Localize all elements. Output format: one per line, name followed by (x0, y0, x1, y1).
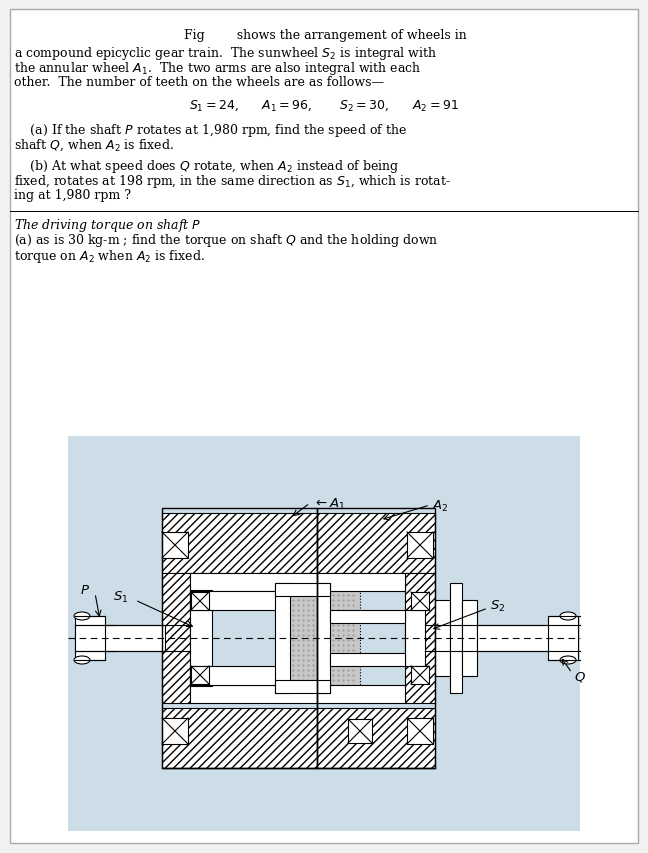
Bar (190, 591, 280, 610)
Bar (190, 666, 280, 685)
Text: Fig        shows the arrangement of wheels in: Fig shows the arrangement of wheels in (184, 29, 467, 42)
Bar (68, 437, 580, 831)
Bar (162, 532, 188, 559)
Bar (548, 616, 578, 660)
Bar (317, 583, 330, 693)
Bar (190, 590, 212, 686)
Text: $S_1$: $S_1$ (113, 589, 128, 604)
Bar (411, 592, 429, 610)
Text: shaft $Q$, when $A_2$ is fixed.: shaft $Q$, when $A_2$ is fixed. (14, 137, 174, 153)
Bar (162, 718, 188, 744)
Text: $\leftarrow A_1$: $\leftarrow A_1$ (313, 496, 345, 511)
Bar (162, 708, 317, 768)
Text: (b) At what speed does $Q$ rotate, when $A_2$ instead of being: (b) At what speed does $Q$ rotate, when … (14, 158, 400, 175)
Bar (407, 718, 433, 744)
Text: $A_2$: $A_2$ (432, 498, 448, 513)
Text: other.  The number of teeth on the wheels are as follows—: other. The number of teeth on the wheels… (14, 75, 384, 89)
Text: $P$: $P$ (80, 583, 90, 597)
Bar (317, 573, 405, 591)
Text: ing at 1,980 rpm ?: ing at 1,980 rpm ? (14, 189, 131, 201)
Bar (407, 532, 433, 559)
Bar (162, 514, 317, 573)
Text: fixed, rotates at 198 rpm, in the same direction as $S_1$, which is rotat-: fixed, rotates at 198 rpm, in the same d… (14, 173, 451, 190)
Bar (317, 708, 435, 768)
Bar (330, 610, 405, 624)
Text: a compound epicyclic gear train.  The sunwheel $S_2$ is integral with: a compound epicyclic gear train. The sun… (14, 44, 437, 61)
Ellipse shape (560, 656, 576, 664)
Text: $S_1=24$,      $A_1=96$,       $S_2=30$,      $A_2=91$: $S_1=24$, $A_1=96$, $S_2=30$, $A_2=91$ (189, 99, 459, 113)
Bar (462, 601, 477, 676)
Bar (477, 625, 577, 651)
Bar (411, 666, 429, 684)
Bar (275, 583, 330, 596)
Bar (162, 573, 190, 703)
Text: The driving torque on shaft $P$: The driving torque on shaft $P$ (14, 217, 202, 234)
Bar (330, 653, 405, 666)
Text: (a) If the shaft $P$ rotates at 1,980 rpm, find the speed of the: (a) If the shaft $P$ rotates at 1,980 rp… (14, 122, 407, 139)
Ellipse shape (74, 656, 90, 664)
Text: (a) as is 30 kg-m ; find the torque on shaft $Q$ and the holding down: (a) as is 30 kg-m ; find the torque on s… (14, 232, 439, 249)
Bar (450, 583, 462, 693)
Bar (190, 573, 317, 591)
Bar (75, 616, 105, 660)
Bar (190, 685, 317, 703)
Bar (317, 508, 435, 768)
Ellipse shape (74, 612, 90, 620)
Text: $Q$: $Q$ (574, 670, 586, 683)
Bar (280, 583, 360, 693)
Bar (405, 573, 435, 703)
Bar (405, 610, 425, 666)
Text: the annular wheel $A_1$.  The two arms are also integral with each: the annular wheel $A_1$. The two arms ar… (14, 60, 421, 77)
Bar (75, 625, 165, 651)
Bar (275, 680, 330, 693)
Ellipse shape (560, 612, 576, 620)
Bar (317, 685, 405, 703)
Bar (191, 666, 209, 684)
Bar (348, 719, 372, 743)
Bar (162, 508, 317, 768)
Bar (317, 514, 435, 573)
Text: $S_2$: $S_2$ (490, 598, 505, 612)
Text: torque on $A_2$ when $A_2$ is fixed.: torque on $A_2$ when $A_2$ is fixed. (14, 247, 205, 264)
Bar (435, 601, 450, 676)
Bar (191, 592, 209, 610)
Bar (275, 583, 290, 693)
